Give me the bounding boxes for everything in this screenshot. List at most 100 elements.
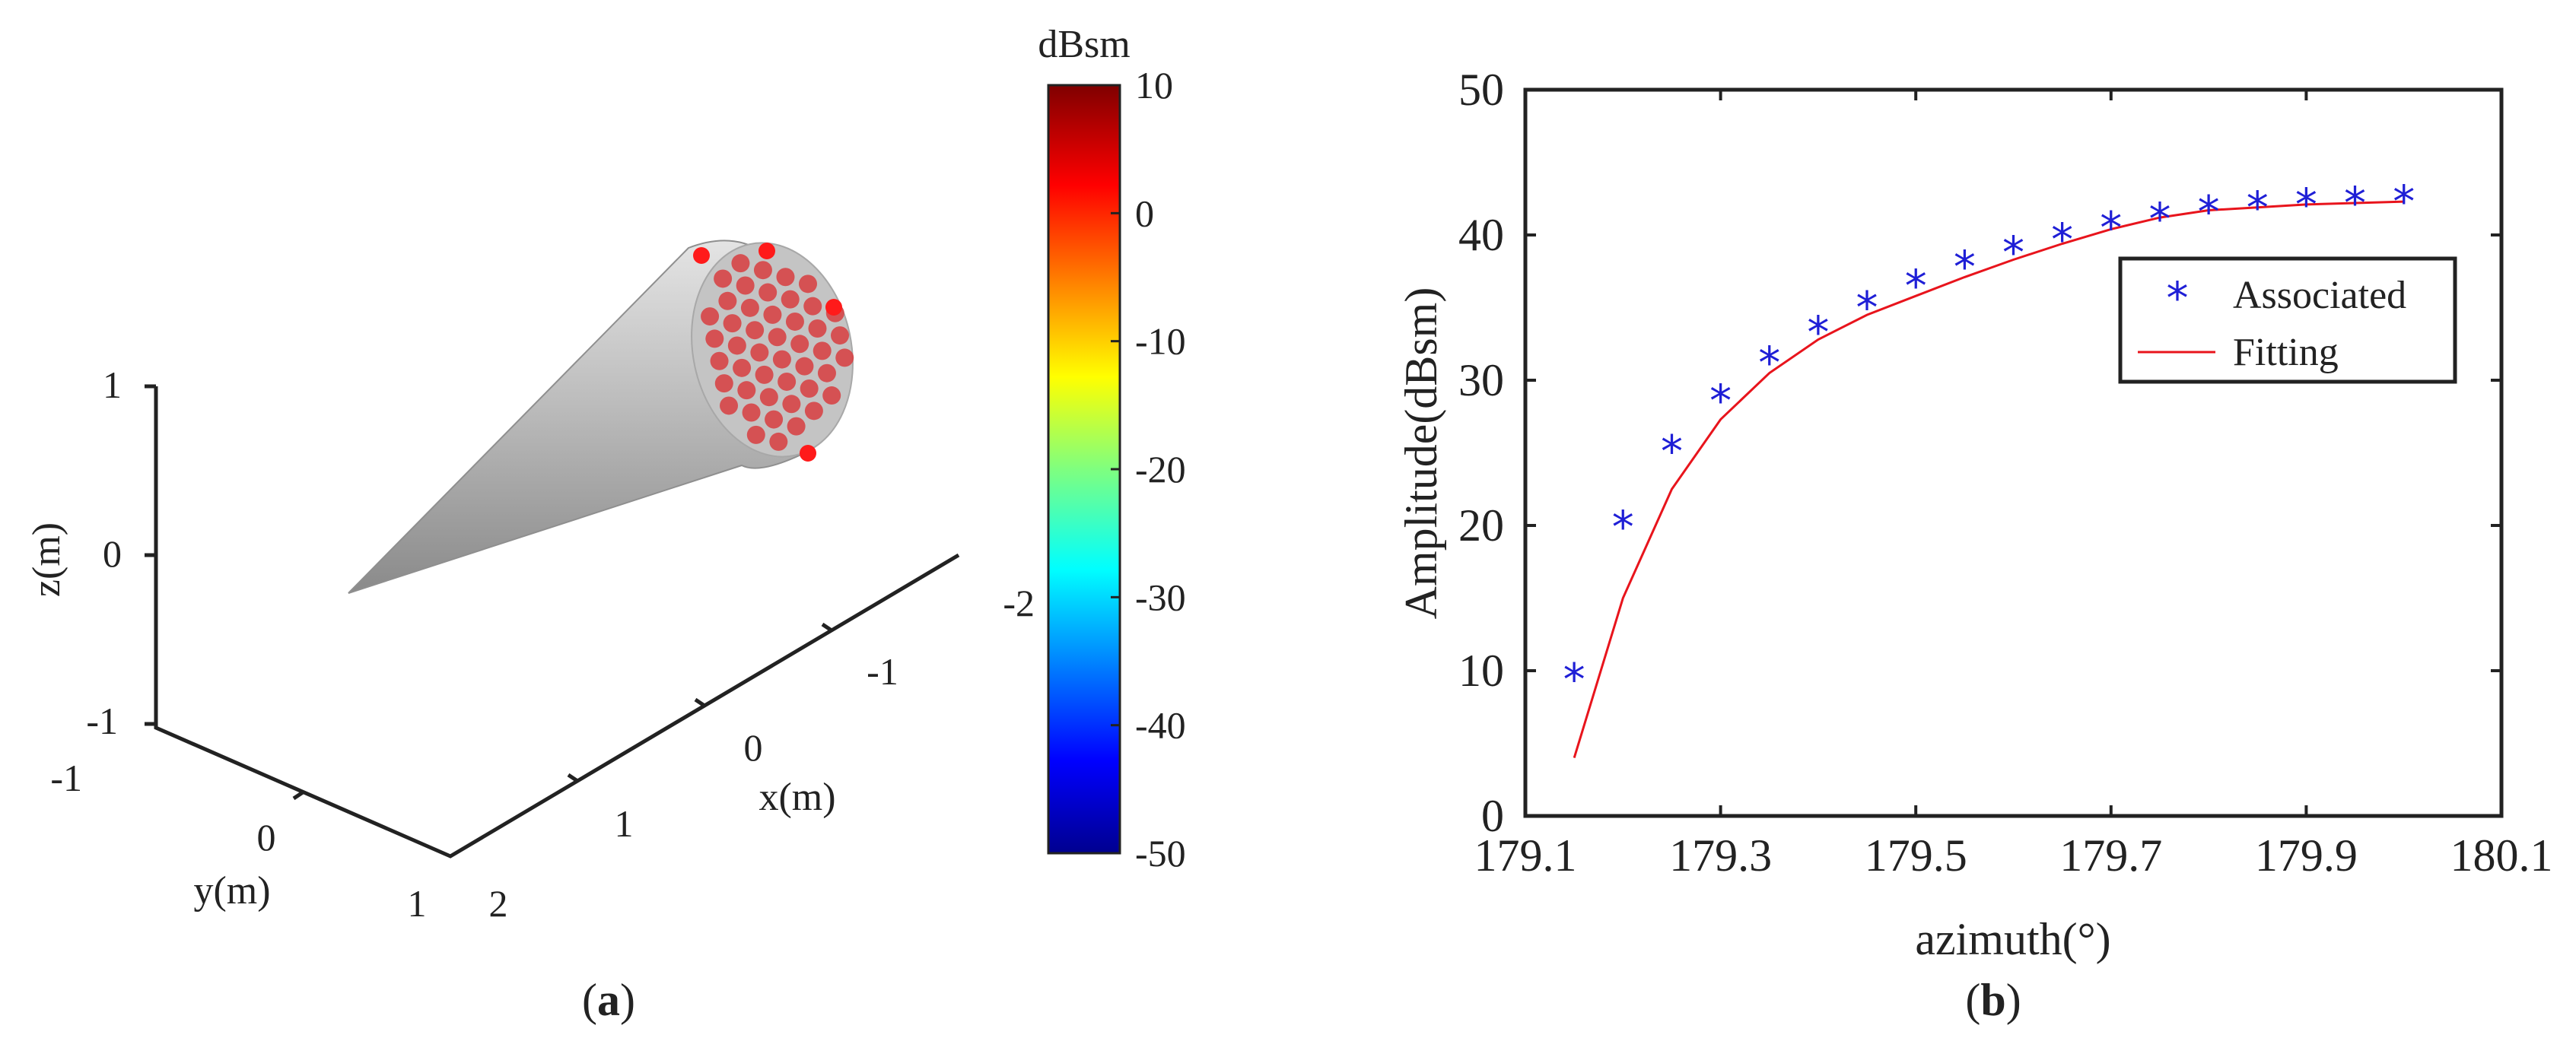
scatter-point bbox=[758, 283, 778, 302]
scatter-point bbox=[733, 358, 752, 377]
legend-marker-associated: * bbox=[2167, 272, 2189, 324]
associated-point: * bbox=[2247, 182, 2269, 233]
associated-point: * bbox=[2148, 193, 2171, 245]
y-tick-1: 1 bbox=[408, 882, 427, 925]
associated-point: * bbox=[1758, 337, 1780, 389]
scatter-point bbox=[790, 335, 809, 354]
associated-point: * bbox=[2051, 214, 2073, 265]
z-axis-label: z(m) bbox=[25, 522, 68, 597]
scatter-point bbox=[759, 388, 778, 407]
scatter-point bbox=[769, 432, 788, 451]
x-tick-label: 179.3 bbox=[1669, 830, 1772, 881]
scatter-point bbox=[750, 343, 769, 362]
x-tick-neg1: -1 bbox=[867, 650, 898, 693]
cone-object bbox=[348, 240, 854, 594]
scatter-point bbox=[800, 379, 819, 398]
colorbar: dBsm 10 0 -10 -20 -30 -40 -50 bbox=[1038, 23, 1185, 874]
y-tick-label: 50 bbox=[1458, 65, 1504, 115]
legend: * Associated Fitting bbox=[2118, 256, 2457, 384]
associated-point: * bbox=[1954, 241, 1976, 293]
scatter-point bbox=[808, 319, 827, 338]
scatter-point bbox=[776, 268, 795, 287]
scatter-point bbox=[803, 297, 822, 316]
colorbar-tick-label: -30 bbox=[1135, 576, 1186, 618]
panel-b-line-chart: 179.1 179.3 179.5 179.7 179.9 180.1 0 10 20 30 40 5… bbox=[1396, 65, 2553, 1025]
associated-point: * bbox=[2393, 176, 2415, 227]
x-axis-label: x(m) bbox=[758, 776, 835, 819]
x-tick-label: 180.1 bbox=[2450, 830, 2553, 881]
associated-point: * bbox=[1807, 306, 1829, 358]
x-tick-2: 2 bbox=[489, 882, 508, 925]
scatter-point-bright bbox=[825, 299, 842, 316]
y-tick-label: 30 bbox=[1458, 355, 1504, 405]
fitting-line bbox=[1573, 200, 2404, 759]
scatter-point bbox=[768, 328, 787, 347]
scatter-point bbox=[718, 291, 737, 310]
scatter-point bbox=[727, 336, 746, 355]
scatter-point bbox=[787, 417, 806, 436]
scatter-point bbox=[742, 403, 761, 422]
y-tick-label: 0 bbox=[1481, 791, 1504, 841]
scatter-point bbox=[705, 329, 724, 348]
legend-label-fitting: Fitting bbox=[2233, 331, 2339, 374]
scatter-point-bright bbox=[758, 243, 775, 259]
associated-point: * bbox=[1709, 375, 1732, 427]
scatter-point bbox=[781, 290, 800, 309]
z-tick-0: 0 bbox=[103, 532, 122, 575]
y-tick-label: 20 bbox=[1458, 500, 1504, 551]
scatter-point bbox=[795, 357, 814, 376]
colorbar-tick-label: -40 bbox=[1135, 704, 1186, 747]
y-tick-neg1: -1 bbox=[50, 757, 82, 799]
associated-point: * bbox=[1661, 426, 1683, 478]
colorbar-tick-label: 10 bbox=[1135, 64, 1173, 106]
y-tick-label: 10 bbox=[1458, 646, 1504, 696]
z-tick-neg1: -1 bbox=[86, 700, 118, 742]
associated-point: * bbox=[1856, 282, 1878, 334]
associated-point: * bbox=[2100, 202, 2122, 254]
b-x-axis-label: azimuth(°) bbox=[1915, 914, 2110, 964]
scatter-point bbox=[817, 363, 836, 382]
scatter-point bbox=[799, 275, 818, 294]
scatter-point bbox=[714, 269, 733, 288]
colorbar-title: dBsm bbox=[1038, 23, 1130, 66]
scatter-point bbox=[710, 351, 729, 370]
scatter-point bbox=[753, 261, 772, 280]
scatter-point bbox=[835, 348, 854, 367]
colorbar-tick-label: -50 bbox=[1135, 832, 1186, 874]
associated-point: * bbox=[1905, 260, 1927, 312]
y-tick-label: 40 bbox=[1458, 210, 1504, 260]
associated-point: * bbox=[1612, 501, 1634, 553]
scatter-point bbox=[822, 386, 841, 405]
x-tick-label: 179.7 bbox=[2059, 830, 2162, 881]
scatter-point bbox=[782, 395, 801, 414]
x-tick-1: 1 bbox=[615, 802, 634, 845]
scatter-point bbox=[723, 314, 742, 333]
b-y-axis-label: Amplitude(dBsm) bbox=[1396, 287, 1446, 620]
scatter-point bbox=[778, 372, 797, 391]
panel-a-label: (a) bbox=[582, 975, 635, 1025]
x-tick-neg2: -2 bbox=[1003, 582, 1035, 624]
associated-point: * bbox=[2344, 177, 2366, 229]
x-tick-label: 179.5 bbox=[1865, 830, 1967, 881]
scatter-point bbox=[813, 341, 832, 360]
y-axis-label: y(m) bbox=[193, 869, 270, 913]
z-tick-1: 1 bbox=[103, 363, 122, 406]
panel-b-label: (b) bbox=[1965, 975, 2021, 1025]
scatter-point bbox=[736, 276, 755, 295]
x-tick-label: 179.1 bbox=[1474, 830, 1577, 881]
associated-point: * bbox=[1563, 654, 1585, 706]
scatter-point bbox=[763, 305, 782, 324]
scatter-point bbox=[785, 312, 804, 331]
scatter-point bbox=[701, 307, 720, 326]
associated-point: * bbox=[2002, 227, 2024, 278]
scatter-point bbox=[772, 350, 791, 369]
scatter-point bbox=[746, 425, 765, 444]
colorbar-tick-label: -20 bbox=[1135, 448, 1186, 490]
scatter-point-bright bbox=[693, 247, 710, 264]
scattering-centers bbox=[693, 243, 854, 462]
scatter-point bbox=[731, 254, 750, 273]
scatter-point-bright bbox=[800, 445, 816, 462]
associated-point: * bbox=[2198, 186, 2220, 238]
colorbar-tick-label: -10 bbox=[1135, 320, 1186, 363]
